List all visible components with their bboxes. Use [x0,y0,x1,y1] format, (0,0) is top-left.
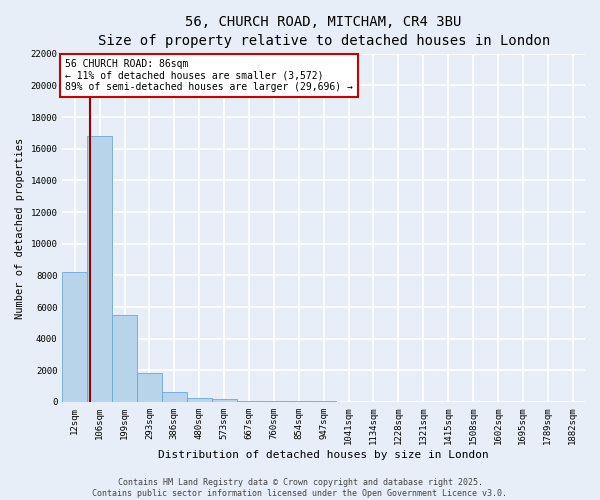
Bar [112,315,137,402]
Text: Contains HM Land Registry data © Crown copyright and database right 2025.
Contai: Contains HM Land Registry data © Crown c… [92,478,508,498]
Bar [162,392,187,402]
Bar [137,372,162,402]
Text: 56 CHURCH ROAD: 86sqm
← 11% of detached houses are smaller (3,572)
89% of semi-d: 56 CHURCH ROAD: 86sqm ← 11% of detached … [65,59,353,92]
Y-axis label: Number of detached properties: Number of detached properties [15,138,25,318]
Title: 56, CHURCH ROAD, MITCHAM, CR4 3BU
Size of property relative to detached houses i: 56, CHURCH ROAD, MITCHAM, CR4 3BU Size o… [98,15,550,48]
Bar [87,136,112,402]
Bar [286,401,311,402]
X-axis label: Distribution of detached houses by size in London: Distribution of detached houses by size … [158,450,489,460]
Bar [262,401,286,402]
Bar [236,400,262,402]
Bar [62,272,87,402]
Bar [187,398,212,402]
Bar [212,400,236,402]
